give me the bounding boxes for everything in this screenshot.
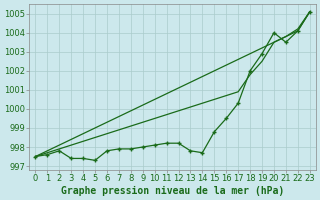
X-axis label: Graphe pression niveau de la mer (hPa): Graphe pression niveau de la mer (hPa) — [61, 186, 284, 196]
